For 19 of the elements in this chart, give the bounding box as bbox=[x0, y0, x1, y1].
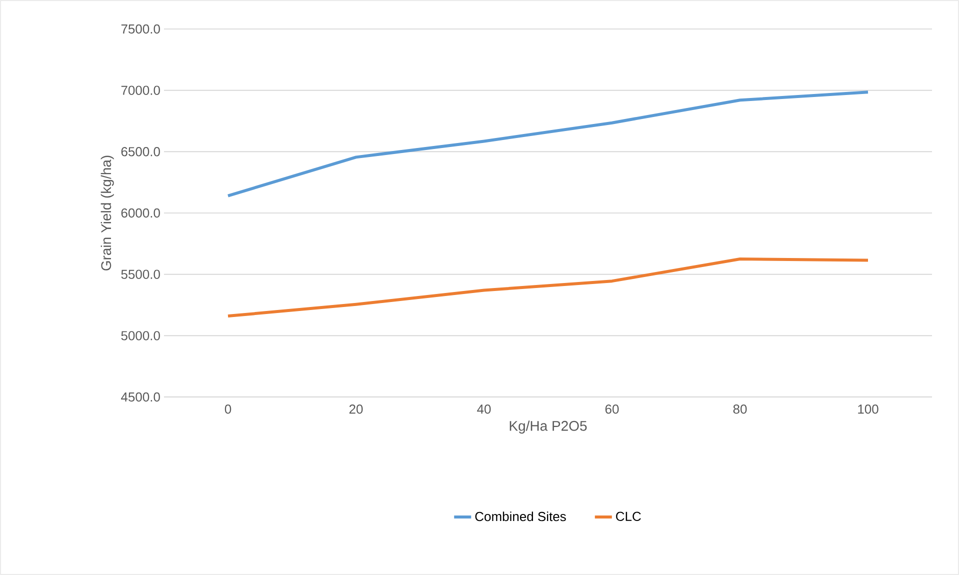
line-series bbox=[226, 90, 870, 198]
line-series bbox=[226, 258, 870, 318]
y-tick-label: 6000.0 bbox=[121, 208, 160, 218]
x-tick-label: 20 bbox=[349, 404, 363, 414]
x-tick-label: 100 bbox=[858, 404, 878, 414]
y-tick-label: 5000.0 bbox=[121, 331, 160, 340]
y-tick-label: 6500.0 bbox=[121, 147, 160, 156]
x-axis-title: Kg/Ha P2O5 bbox=[510, 420, 587, 434]
y-axis-title: Grain Yield (kg/ha) bbox=[100, 156, 114, 270]
x-tick-label: 0 bbox=[224, 404, 232, 414]
x-tick-label: 40 bbox=[477, 404, 491, 414]
y-tick-label: 7000.0 bbox=[121, 86, 160, 95]
y-tick-label: 7500.0 bbox=[121, 24, 160, 34]
y-tick-label: 4500.0 bbox=[121, 392, 160, 402]
x-tick-label: 60 bbox=[605, 404, 619, 414]
y-tick-label: 5500.0 bbox=[121, 270, 160, 279]
legend-label: Combined Sites bbox=[475, 512, 566, 522]
x-tick-label: 80 bbox=[733, 404, 747, 414]
legend-label: CLC bbox=[616, 512, 641, 521]
